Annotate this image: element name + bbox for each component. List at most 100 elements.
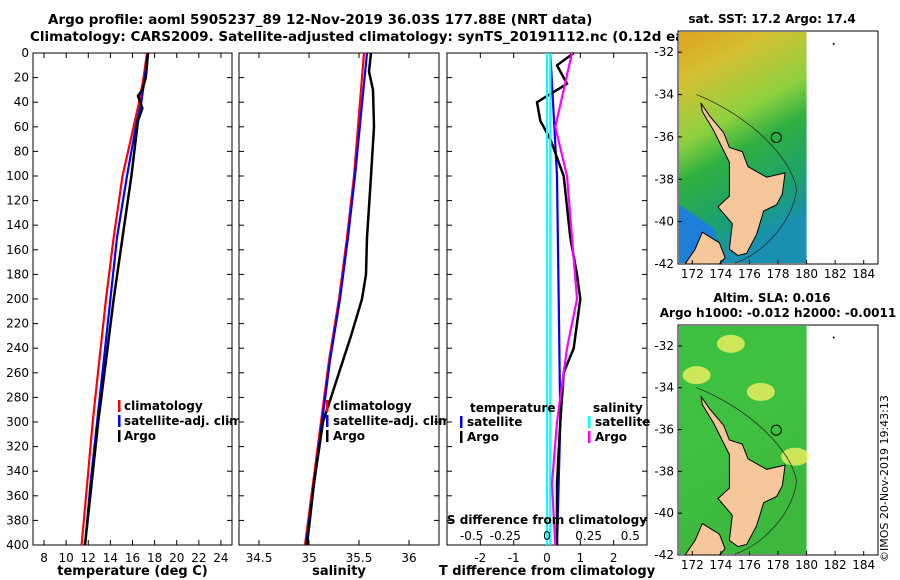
map-x-tick-label: 180 [795, 267, 818, 281]
salinity-panel: 34.5 35 35.5 36 salinity climatologysatellite… [238, 52, 455, 579]
map-title: Argo h1000: -0.012 h2000: -0.0011 [660, 306, 896, 320]
y-tick-label: 220 [6, 317, 29, 331]
y-tick-label: 400 [6, 538, 29, 552]
y-tick-label: 300 [6, 415, 29, 429]
map-x-tick-label: 178 [767, 558, 790, 572]
map-x-tick-label: 184 [852, 558, 875, 572]
legend-swatch [326, 430, 329, 442]
isobath-line [696, 387, 797, 555]
map-x-tick-label: 182 [824, 267, 847, 281]
map-x-tick-label: 184 [852, 267, 875, 281]
y-tick-label: 160 [6, 243, 29, 257]
map-x-tick-label: 174 [709, 267, 732, 281]
y-tick-label: 20 [14, 71, 29, 85]
x-tick-label: 14 [103, 551, 118, 565]
map-x-tick-label: 176 [738, 558, 761, 572]
map-y-tick-label: -42 [654, 548, 674, 562]
y-tick-label: 240 [6, 341, 29, 355]
legend-title-salinity: salinity [593, 401, 643, 415]
y-tick-label: 340 [6, 464, 29, 478]
x-tick-label: 0 [543, 551, 551, 565]
map-x-tick-label: 176 [738, 267, 761, 281]
sst-map: sat. SST: 17.2 Argo: 17.4 172 174 176 178 180… [654, 12, 879, 281]
map-y-tick-label: -34 [654, 381, 674, 395]
legend-label: satellite-adj. clim. [124, 414, 246, 428]
map-x-tick-label: 180 [795, 558, 818, 572]
x-tick-label: 12 [81, 551, 96, 565]
y-tick-label: 80 [14, 144, 29, 158]
x-tick-label: 20 [169, 551, 184, 565]
legend-label: climatology [333, 399, 412, 413]
y-tick-label: 320 [6, 440, 29, 454]
x-tick-label: 8 [40, 551, 48, 565]
legend-label: climatology [124, 399, 203, 413]
temperature-panel: 8 10 12 14 16 18 20 22 2402040608010012014016018… [6, 46, 246, 579]
x-tick-label: 1 [577, 551, 585, 565]
argo-position-marker [770, 424, 782, 436]
y-tick-label: 380 [6, 513, 29, 527]
y-tick-label: 280 [6, 390, 29, 404]
map-x-tick-label: 172 [681, 267, 704, 281]
series-line-s-argo [550, 52, 579, 546]
legend-title-temperature: temperature [470, 401, 555, 415]
x-tick-label: 2 [610, 551, 618, 565]
map-y-tick-label: -40 [654, 506, 674, 520]
y-tick-label: 260 [6, 366, 29, 380]
south-island-landmass [684, 231, 726, 265]
y-tick-label: 60 [14, 120, 29, 134]
top-tick-label: 0 [543, 529, 551, 543]
legend-label: Argo [467, 430, 499, 444]
title-line-1: Argo profile: aoml 5905237_89 12-Nov-201… [48, 12, 593, 28]
sla-high-patch [682, 366, 711, 385]
x-tick-label: 36 [401, 551, 416, 565]
sla-high-patch [781, 447, 810, 466]
x-axis-label: temperature (deg C) [57, 564, 207, 579]
y-tick-label: 100 [6, 169, 29, 183]
sla-high-patch [746, 382, 775, 401]
title-line-2: Climatology: CARS2009. Satellite-adjuste… [30, 29, 723, 45]
x-axis-label: salinity [312, 564, 366, 579]
map-x-tick-label: 178 [767, 267, 790, 281]
x-tick-label: 10 [59, 551, 74, 565]
legend-label: Argo [124, 429, 156, 443]
legend-label: Argo [595, 430, 627, 444]
map-y-tick-label: -42 [654, 257, 674, 271]
top-axis-label: S difference from climatology [447, 513, 647, 527]
legend-label: satellite [595, 415, 650, 429]
y-tick-label: 40 [14, 95, 29, 109]
top-tick-label: -0.5 [460, 529, 483, 543]
map-y-tick-label: -40 [654, 215, 674, 229]
imos-stamp: ©IMOS 20-Nov-2019 19:43:13 [878, 395, 891, 562]
legend-swatch [118, 415, 121, 427]
x-axis-label: T difference from climatology [439, 564, 656, 579]
series-line-argo [83, 52, 150, 546]
x-tick-label: 16 [125, 551, 140, 565]
argo-position-marker [770, 132, 782, 144]
map-title: sat. SST: 17.2 Argo: 17.4 [688, 12, 855, 26]
x-tick-label: 35 [301, 551, 316, 565]
top-tick-label: 0.25 [575, 529, 602, 543]
top-tick-label: -0.25 [490, 529, 521, 543]
legend-swatch [588, 416, 591, 428]
x-tick-label: 18 [147, 551, 162, 565]
series-line-argo [305, 52, 376, 546]
island-dot [832, 336, 835, 339]
x-tick-label: 22 [191, 551, 206, 565]
x-tick-label: 24 [213, 551, 228, 565]
map-y-tick-label: -38 [654, 464, 674, 478]
map-y-tick-label: -32 [654, 45, 674, 59]
map-y-tick-label: -32 [654, 339, 674, 353]
map-y-tick-label: -36 [654, 130, 674, 144]
x-tick-label: 35.5 [346, 551, 373, 565]
map-y-tick-label: -38 [654, 172, 674, 186]
isobath-line [696, 94, 797, 264]
series-line-t-argo [535, 51, 582, 545]
x-tick-label: 34.5 [246, 551, 273, 565]
new-zealand-landmass [700, 395, 786, 548]
y-tick-label: 0 [21, 46, 29, 60]
legend-swatch [326, 400, 329, 412]
top-tick-label: 0.5 [621, 529, 640, 543]
map-x-tick-label: 182 [824, 558, 847, 572]
